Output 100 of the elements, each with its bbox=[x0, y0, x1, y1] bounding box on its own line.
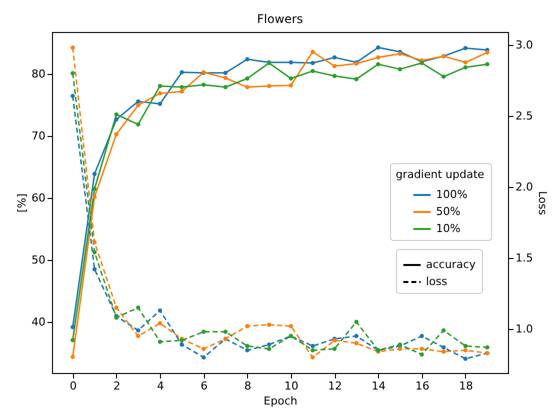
y-tick-label: 50 bbox=[32, 254, 46, 267]
y2-tick-label: 1.5 bbox=[516, 251, 533, 264]
point bbox=[398, 67, 402, 72]
point bbox=[420, 346, 424, 351]
y-axis-title: [%] bbox=[16, 193, 29, 213]
point bbox=[310, 60, 315, 66]
point bbox=[114, 112, 118, 117]
point bbox=[202, 355, 206, 360]
point bbox=[136, 328, 140, 332]
point bbox=[158, 340, 162, 344]
x-tick-label: 2 bbox=[113, 380, 120, 392]
point bbox=[310, 68, 315, 74]
point bbox=[202, 82, 206, 87]
point bbox=[354, 341, 358, 346]
point bbox=[266, 322, 272, 327]
point bbox=[245, 57, 250, 62]
x-tick-label: 14 bbox=[372, 380, 386, 392]
point bbox=[223, 330, 228, 334]
point bbox=[354, 320, 358, 324]
point bbox=[463, 348, 468, 352]
point bbox=[245, 344, 250, 348]
point bbox=[376, 55, 380, 60]
x-tick-label: 4 bbox=[157, 380, 164, 392]
point bbox=[463, 60, 468, 64]
point bbox=[180, 342, 184, 347]
x-tick-label: 6 bbox=[200, 380, 208, 392]
point bbox=[70, 338, 75, 342]
y-tick-label: 70 bbox=[32, 130, 46, 143]
y2-tick-label: 2.0 bbox=[516, 180, 533, 194]
point bbox=[442, 328, 446, 332]
point bbox=[202, 330, 206, 334]
point bbox=[288, 324, 294, 328]
point bbox=[92, 186, 97, 191]
point bbox=[245, 348, 250, 352]
point bbox=[136, 103, 140, 108]
legend-label: 10% bbox=[436, 222, 460, 235]
point bbox=[332, 64, 337, 68]
point bbox=[136, 306, 140, 310]
point bbox=[376, 62, 380, 66]
point bbox=[420, 352, 424, 357]
annotation: loss bbox=[426, 275, 448, 288]
point bbox=[485, 345, 490, 350]
chart-title: Flowers bbox=[257, 12, 303, 26]
point bbox=[310, 355, 315, 360]
point bbox=[354, 77, 358, 82]
y2-tick-label: 2.5 bbox=[516, 109, 533, 122]
point bbox=[332, 74, 337, 78]
point bbox=[158, 91, 162, 96]
point bbox=[92, 194, 97, 200]
point bbox=[288, 83, 294, 88]
point bbox=[288, 60, 294, 64]
point bbox=[223, 76, 228, 80]
x-tick-label: 0 bbox=[70, 380, 77, 392]
annotation: accuracy bbox=[426, 258, 476, 271]
point bbox=[245, 76, 250, 81]
point bbox=[310, 344, 315, 348]
point bbox=[288, 76, 294, 81]
y-tick-label: 80 bbox=[32, 68, 46, 81]
point bbox=[310, 348, 315, 352]
point bbox=[158, 102, 162, 106]
point bbox=[463, 65, 468, 70]
point bbox=[70, 71, 75, 76]
point bbox=[266, 84, 272, 88]
point bbox=[485, 62, 490, 66]
point bbox=[266, 342, 272, 347]
point bbox=[485, 50, 490, 55]
legend-label: 100% bbox=[436, 188, 468, 201]
point bbox=[442, 74, 446, 79]
point bbox=[158, 84, 162, 88]
y-tick-label: 60 bbox=[32, 192, 46, 205]
point bbox=[332, 346, 337, 351]
point bbox=[92, 267, 97, 272]
point bbox=[136, 122, 140, 126]
point bbox=[158, 308, 162, 313]
point bbox=[136, 99, 140, 104]
point bbox=[70, 46, 75, 50]
point bbox=[92, 240, 97, 244]
x-tick-label: 18 bbox=[458, 380, 473, 392]
point bbox=[442, 345, 446, 350]
point bbox=[463, 344, 468, 348]
point bbox=[463, 46, 468, 50]
point bbox=[180, 70, 184, 74]
point bbox=[332, 55, 337, 60]
point bbox=[158, 321, 162, 326]
point bbox=[420, 334, 424, 338]
point bbox=[223, 85, 228, 90]
y2-tick-label: 1.0 bbox=[516, 322, 533, 336]
point bbox=[310, 50, 315, 54]
point bbox=[245, 85, 250, 90]
point bbox=[180, 85, 184, 90]
point bbox=[180, 89, 184, 94]
point bbox=[70, 325, 75, 330]
point bbox=[92, 250, 97, 254]
point bbox=[114, 132, 118, 136]
point bbox=[202, 346, 206, 351]
legend-label: 50% bbox=[436, 205, 460, 218]
legend-title: gradient update bbox=[396, 168, 485, 181]
point bbox=[70, 354, 75, 359]
point bbox=[376, 45, 380, 50]
y-tick-label: 40 bbox=[32, 316, 46, 329]
